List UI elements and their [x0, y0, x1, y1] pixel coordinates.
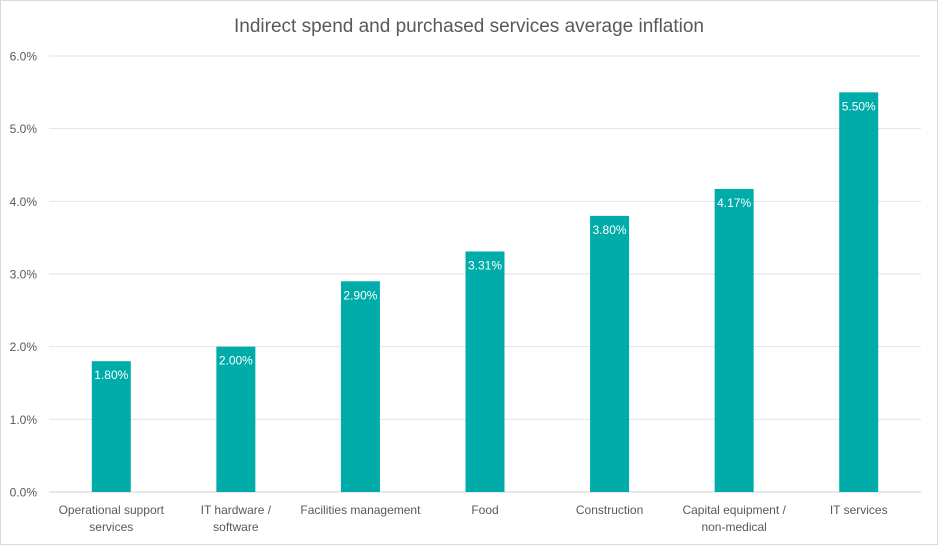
bar	[216, 346, 256, 492]
data-label: 3.31%	[468, 258, 502, 272]
data-label: 3.80%	[593, 223, 627, 237]
bar	[465, 251, 505, 492]
bar	[839, 92, 879, 492]
y-tick-label: 6.0%	[10, 50, 38, 64]
x-tick-label: services	[89, 520, 133, 534]
y-tick-label: 2.0%	[10, 340, 38, 354]
x-tick-label: IT services	[830, 503, 888, 517]
x-tick-label: Facilities management	[300, 503, 421, 517]
bar	[714, 188, 754, 493]
data-label: 1.80%	[94, 368, 128, 382]
bar	[340, 281, 380, 492]
data-label: 4.17%	[717, 196, 751, 210]
x-tick-label: non-medical	[701, 520, 766, 534]
x-tick-label: software	[213, 520, 259, 534]
bar	[91, 361, 131, 492]
data-label: 2.90%	[343, 288, 377, 302]
y-tick-label: 0.0%	[10, 486, 38, 500]
x-tick-label: Construction	[576, 503, 643, 517]
y-tick-label: 3.0%	[10, 268, 38, 282]
data-label: 5.50%	[842, 99, 876, 113]
data-label: 2.00%	[219, 354, 253, 368]
y-tick-label: 4.0%	[10, 195, 38, 209]
x-tick-label: Operational support	[59, 503, 165, 517]
bar	[590, 215, 630, 492]
chart-title: Indirect spend and purchased services av…	[234, 16, 704, 37]
y-tick-label: 5.0%	[10, 122, 38, 136]
x-tick-label: Food	[471, 503, 498, 517]
x-tick-label: Capital equipment /	[682, 503, 786, 517]
x-tick-label: IT hardware /	[201, 503, 272, 517]
y-tick-label: 1.0%	[10, 413, 38, 427]
